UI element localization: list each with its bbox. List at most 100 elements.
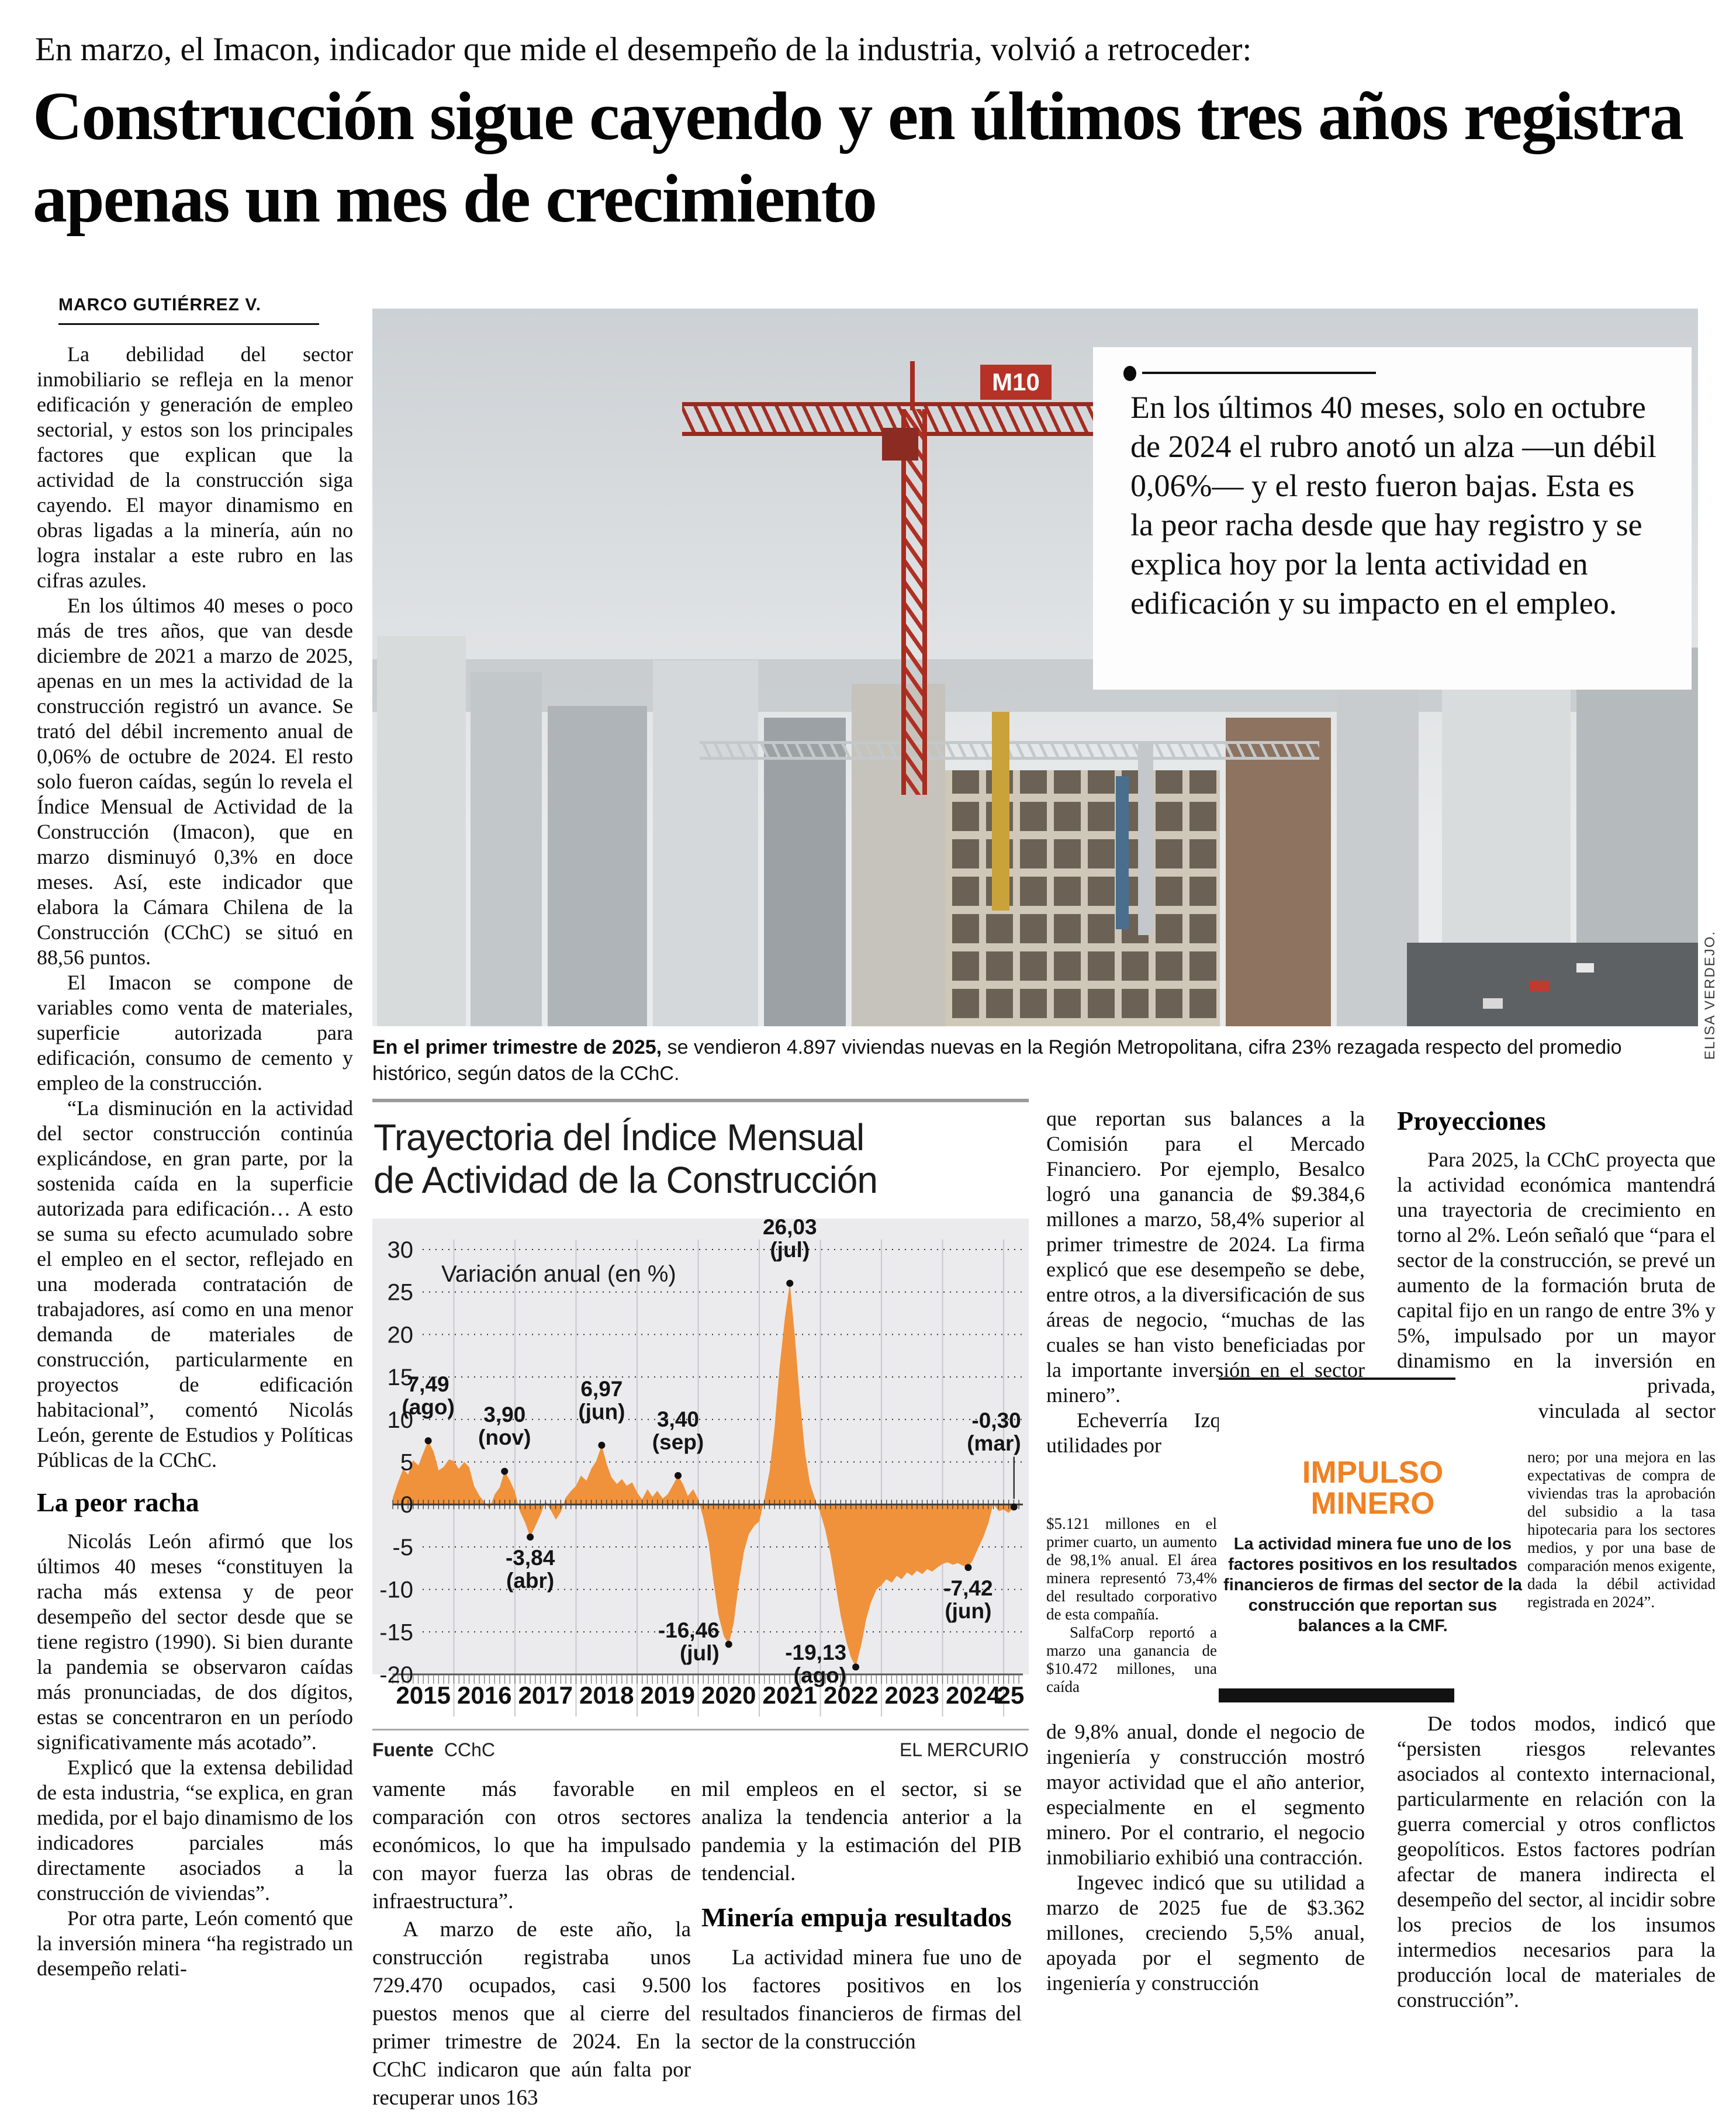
article-photo: M10 En los últimos 40 meses, solo en oct… [372, 309, 1698, 1026]
red-crane-top-icon [910, 361, 915, 410]
construction-site [945, 770, 1220, 1026]
paragraph: $5.121 millones en el primer cuarto, un … [1046, 1515, 1217, 1623]
article-column-5-narrow: nero; por una mejora en las expectativas… [1527, 1448, 1716, 1611]
svg-text:2024: 2024 [946, 1681, 1001, 1709]
svg-text:2016: 2016 [457, 1681, 511, 1709]
box-top-rule [1219, 1378, 1455, 1380]
paragraph: Explicó que la extensa debilidad de esta… [37, 1756, 353, 1905]
paragraph: En los últimos 40 meses o poco más de tr… [37, 594, 353, 969]
chart-credit: EL MERCURIO [899, 1739, 1029, 1760]
chart-source-row: Fuente CChC EL MERCURIO [372, 1739, 1029, 1761]
yellow-mast-icon [992, 712, 1009, 911]
impulso-minero-box: IMPULSO MINERO La actividad minera fue u… [1219, 1378, 1527, 1702]
chart-data-label: 3,40 (sep) [652, 1407, 704, 1454]
building [653, 660, 758, 1026]
building [1226, 718, 1331, 1026]
paragraph: que reportan sus balances a la Comisión … [1046, 1107, 1365, 1407]
chart-title-line1: Trayectoria del Índice Mensual [374, 1116, 864, 1158]
crane-brand-label: M10 [992, 368, 1040, 396]
paragraph: Nicolás León afirmó que los últimos 40 m… [37, 1529, 353, 1754]
svg-text:2018: 2018 [579, 1681, 634, 1709]
kicker: En marzo, el Imacon, indicador que mide … [35, 31, 1252, 68]
chart-data-label: 6,97 (jun) [578, 1376, 625, 1424]
svg-text:25: 25 [388, 1280, 414, 1306]
section-subhead: Proyecciones [1397, 1106, 1546, 1136]
chart-data-label: -0,30 (mar) [967, 1408, 1021, 1455]
crane-brand-sign: M10 [980, 365, 1052, 400]
svg-text:2015: 2015 [396, 1681, 451, 1709]
paragraph: vamente más favorable en comparación con… [372, 1777, 691, 1913]
box-title: IMPULSO MINERO [1219, 1457, 1527, 1519]
svg-text:-10: -10 [379, 1577, 413, 1603]
chart-title: Trayectoria del Índice Mensual de Activi… [374, 1116, 878, 1202]
paragraph: Para 2025, la CChC proyecta que la activ… [1397, 1148, 1716, 1448]
car [1576, 963, 1594, 972]
paragraph: La actividad minera fue uno de los facto… [701, 1946, 1022, 2054]
article-column-4-narrow: $5.121 millones en el primer cuarto, un … [1046, 1515, 1217, 1696]
svg-text:2019: 2019 [641, 1681, 695, 1709]
chart-title-line2: de Actividad de la Construcción [374, 1159, 878, 1201]
paragraph: De todos modos, indicó que “persisten ri… [1397, 1712, 1716, 2012]
article-column-5-bottom: De todos modos, indicó que “persisten ri… [1397, 1711, 1716, 2013]
caption-rest: se vendieron 4.897 viviendas nuevas en l… [372, 1036, 1622, 1085]
chart-plot-background [372, 1219, 1029, 1674]
chart-data-label: -16,46 (jul) [658, 1618, 720, 1665]
bullet-icon [1123, 366, 1136, 381]
svg-text:0: 0 [400, 1492, 413, 1518]
chart-data-label: 26,03 (jul) [762, 1214, 817, 1262]
caption-lead: En el primer trimestre de 2025, [372, 1036, 662, 1058]
building [548, 706, 647, 1026]
car [1530, 981, 1550, 991]
white-crane-mast-icon [1138, 742, 1153, 935]
paragraph: SalfaCorp reportó a marzo una ganancia d… [1046, 1624, 1217, 1695]
svg-text:-15: -15 [379, 1619, 413, 1645]
building [852, 684, 945, 1026]
white-crane-jib-icon [700, 741, 1319, 760]
paragraph: nero; por una mejora en las expectativas… [1527, 1448, 1716, 1611]
section-subhead: Minería empuja resultados [701, 1902, 1012, 1932]
byline: MARCO GUTIÉRREZ V. [58, 295, 319, 325]
svg-text:-20: -20 [379, 1662, 413, 1688]
svg-text:25: 25 [997, 1681, 1025, 1709]
paragraph: Por otra parte, León comentó que la inve… [37, 1906, 353, 1980]
article-column-2: vamente más favorable en comparación con… [372, 1776, 691, 2112]
svg-text:2020: 2020 [701, 1681, 756, 1709]
svg-text:2023: 2023 [885, 1681, 939, 1709]
svg-text:2022: 2022 [824, 1681, 878, 1709]
photo-credit: ELISA VERDEJO. [1702, 930, 1718, 1060]
building [377, 636, 466, 1026]
building [471, 672, 542, 1026]
paragraph: de 9,8% anual, donde el negocio de ingen… [1046, 1720, 1365, 1869]
pull-quote-rule [1123, 365, 1657, 388]
box-title-line2: MINERO [1310, 1486, 1435, 1521]
paragraph: Ingevec indicó que su utilidad a marzo d… [1046, 1871, 1365, 1995]
svg-text:5: 5 [400, 1450, 413, 1476]
box-bottom-rule [1219, 1688, 1454, 1702]
article-column-5-top: Proyecciones Para 2025, la CChC proyecta… [1397, 1106, 1716, 1449]
red-crane-cab-icon [882, 428, 918, 461]
svg-text:15: 15 [388, 1365, 414, 1390]
svg-text:Variación anual (en %): Variación anual (en %) [441, 1261, 676, 1287]
imacon-chart: Trayectoria del Índice Mensual de Activi… [372, 1099, 1029, 1771]
chart-source-rule [372, 1729, 1029, 1731]
paragraph: “La disminución en la actividad del sect… [37, 1096, 353, 1472]
source-label: Fuente [372, 1739, 434, 1760]
svg-text:20: 20 [388, 1322, 414, 1348]
article-column-3: mil empleos en el sector, si se analiza … [701, 1776, 1022, 2056]
chart-plot-area: 30 25 20 15 10 5 0 -5 -10 -15 -20 Variación anual (… [372, 1214, 1029, 1727]
blue-mast-icon [1116, 776, 1129, 929]
car [1483, 998, 1503, 1009]
box-body: La actividad minera fue uno de los facto… [1223, 1535, 1522, 1635]
source-value: CChC [444, 1739, 496, 1760]
building [1337, 683, 1419, 1026]
article-column-4-bottom: de 9,8% anual, donde el negocio de ingen… [1046, 1719, 1365, 1996]
pull-quote-box: En los últimos 40 meses, solo en octubre… [1093, 347, 1692, 690]
paragraph: A marzo de este año, la construcción reg… [372, 1918, 691, 2110]
chart-data-label: -3,84 (abr) [505, 1546, 555, 1593]
building [764, 718, 846, 1026]
street [1407, 943, 1698, 1026]
chart-top-rule [372, 1099, 1029, 1102]
chart-data-label: 3,90 (nov) [478, 1403, 531, 1450]
